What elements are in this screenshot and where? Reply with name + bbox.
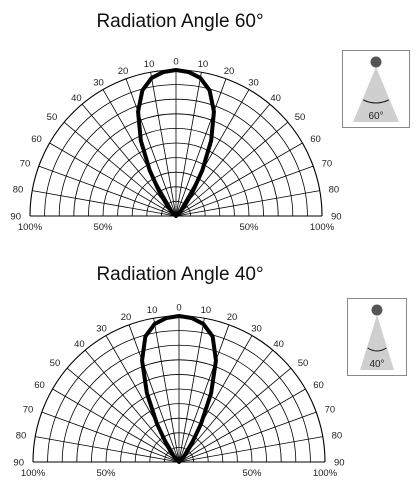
grid-spoke xyxy=(125,78,177,217)
angle-tick-label: 20 xyxy=(224,66,235,77)
angle-tick-label: 70 xyxy=(23,404,34,415)
radial-percent-label: 100% xyxy=(18,222,43,233)
angle-tick-label: 70 xyxy=(322,158,333,169)
angle-tick-label: 60 xyxy=(310,134,321,145)
angle-tick-label: 80 xyxy=(329,185,340,196)
angle-tick-label: 60 xyxy=(31,134,42,145)
beam-angle-arc xyxy=(363,99,389,104)
angle-tick-label: 40 xyxy=(71,93,82,104)
grid-spoke xyxy=(175,142,303,217)
angle-tick-label: 80 xyxy=(332,431,343,442)
grid-spoke xyxy=(178,436,323,463)
angle-tick-label: 0 xyxy=(176,303,181,314)
grid-spoke xyxy=(32,190,177,217)
grid-spoke xyxy=(38,165,177,217)
angle-tick-label: 0 xyxy=(173,57,178,68)
grid-spoke xyxy=(178,388,306,463)
angle-tick-label: 90 xyxy=(10,212,21,223)
grid-spoke xyxy=(178,318,205,463)
angle-tick-label: 30 xyxy=(96,323,107,334)
angle-tick-label: 60 xyxy=(34,380,45,391)
angle-tick-label: 30 xyxy=(248,77,259,88)
grid-spoke xyxy=(175,72,202,217)
angle-tick-label: 40 xyxy=(74,339,85,350)
angle-tick-label: 90 xyxy=(334,458,345,469)
beam-angle-arc xyxy=(367,347,387,352)
grid-spoke xyxy=(178,367,292,463)
angle-tick-label: 90 xyxy=(13,458,24,469)
radial-percent-label: 50% xyxy=(239,222,259,233)
radial-percent-label: 100% xyxy=(21,468,46,479)
angle-tick-label: 20 xyxy=(121,312,132,323)
grid-spoke xyxy=(128,324,180,463)
polar-grid xyxy=(29,69,323,217)
angle-tick-label: 80 xyxy=(16,431,27,442)
grid-spoke xyxy=(178,324,230,463)
radial-percent-label: 100% xyxy=(310,222,335,233)
angle-tick-label: 40 xyxy=(273,339,284,350)
angle-tick-label: 90 xyxy=(331,212,342,223)
lamp-icon xyxy=(371,304,383,316)
beam-angle-inset-40: 40° xyxy=(347,298,407,376)
radial-percent-label: 50% xyxy=(242,468,262,479)
angle-tick-label: 20 xyxy=(227,312,238,323)
angle-tick-label: 70 xyxy=(20,158,31,169)
angle-tick-label: 10 xyxy=(198,59,209,70)
radiation-pattern-curve xyxy=(136,68,216,218)
grid-spoke xyxy=(84,349,180,463)
light-cone xyxy=(360,315,394,370)
grid-spoke xyxy=(66,367,180,463)
grid-spoke xyxy=(153,318,180,463)
radial-percent-label: 50% xyxy=(96,468,116,479)
beam-angle-inset-60: 60° xyxy=(342,50,410,128)
angle-tick-label: 60 xyxy=(313,380,324,391)
grid-spoke xyxy=(41,411,180,463)
grid-spoke xyxy=(178,349,274,463)
grid-spoke xyxy=(63,121,177,217)
grid-spoke xyxy=(102,89,177,217)
angle-tick-label: 80 xyxy=(13,185,24,196)
grid-spoke xyxy=(150,72,177,217)
radiation-pattern-curve xyxy=(140,314,218,464)
angle-tick-label: 50 xyxy=(295,112,306,123)
angle-tick-label: 50 xyxy=(298,358,309,369)
angle-tick-label: 20 xyxy=(118,66,129,77)
lamp-icon xyxy=(370,56,382,68)
angle-tick-label: 40 xyxy=(270,93,281,104)
grid-spoke xyxy=(178,411,317,463)
angle-tick-label: 10 xyxy=(144,59,155,70)
beam-angle-label: 40° xyxy=(369,359,384,370)
grid-spoke xyxy=(175,78,227,217)
angle-tick-label: 50 xyxy=(50,358,61,369)
chart-title-60: Radiation Angle 60° xyxy=(96,11,264,32)
grid-spoke xyxy=(49,142,177,217)
angle-tick-label: 50 xyxy=(47,112,58,123)
chart-title-40: Radiation Angle 40° xyxy=(96,264,264,285)
angle-tick-label: 10 xyxy=(147,305,158,316)
radial-percent-label: 50% xyxy=(93,222,113,233)
grid-spoke xyxy=(35,436,180,463)
angle-tick-label: 70 xyxy=(325,404,336,415)
beam-angle-label: 60° xyxy=(368,111,383,122)
grid-spoke xyxy=(175,121,289,217)
grid-spoke xyxy=(52,388,180,463)
angle-tick-label: 30 xyxy=(93,77,104,88)
grid-spoke xyxy=(175,190,320,217)
light-cone xyxy=(353,67,399,122)
grid-spoke xyxy=(175,89,250,217)
grid-spoke xyxy=(175,165,314,217)
radial-percent-label: 100% xyxy=(313,468,338,479)
angle-tick-label: 30 xyxy=(251,323,262,334)
angle-tick-label: 10 xyxy=(201,305,212,316)
